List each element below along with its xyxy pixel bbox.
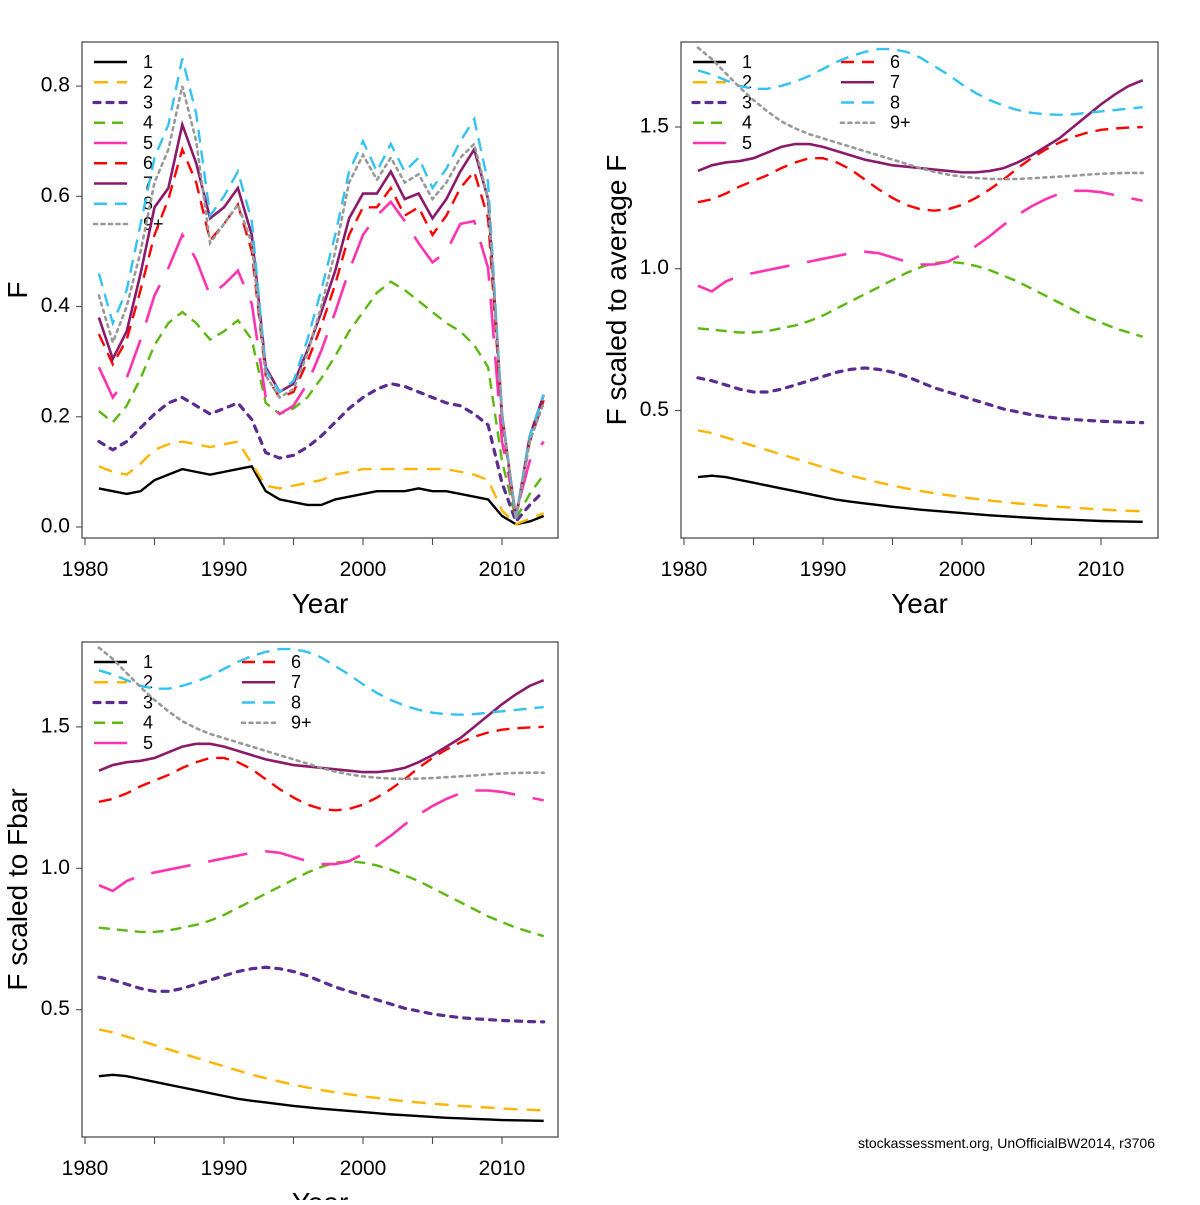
svg-text:2010: 2010 bbox=[479, 558, 526, 581]
svg-text:1980: 1980 bbox=[62, 1157, 109, 1180]
svg-text:1990: 1990 bbox=[800, 558, 847, 581]
svg-text:2000: 2000 bbox=[340, 558, 387, 581]
svg-text:1980: 1980 bbox=[62, 558, 109, 581]
svg-text:1990: 1990 bbox=[201, 558, 248, 581]
svg-text:Year: Year bbox=[891, 588, 948, 619]
svg-text:1.0: 1.0 bbox=[41, 856, 70, 879]
svg-text:9+: 9+ bbox=[890, 113, 911, 133]
svg-text:6: 6 bbox=[143, 153, 153, 173]
svg-text:F scaled to Fbar: F scaled to Fbar bbox=[2, 788, 33, 990]
svg-text:0.2: 0.2 bbox=[41, 404, 70, 427]
svg-text:0.8: 0.8 bbox=[41, 74, 70, 97]
svg-text:3: 3 bbox=[143, 92, 153, 112]
svg-text:Year: Year bbox=[292, 1187, 349, 1200]
svg-text:Year: Year bbox=[292, 588, 349, 619]
svg-text:8: 8 bbox=[890, 92, 900, 112]
svg-text:1980: 1980 bbox=[661, 558, 708, 581]
svg-text:5: 5 bbox=[742, 133, 752, 153]
svg-text:2: 2 bbox=[143, 672, 153, 692]
svg-text:1990: 1990 bbox=[201, 1157, 248, 1180]
svg-text:F scaled to average F: F scaled to average F bbox=[601, 155, 632, 426]
svg-text:1.0: 1.0 bbox=[640, 256, 669, 279]
svg-text:2: 2 bbox=[143, 72, 153, 92]
svg-text:5: 5 bbox=[143, 733, 153, 753]
svg-text:2010: 2010 bbox=[1078, 558, 1125, 581]
svg-text:1.5: 1.5 bbox=[41, 714, 70, 737]
svg-text:1: 1 bbox=[143, 652, 153, 672]
svg-text:0.6: 0.6 bbox=[41, 184, 70, 207]
svg-text:7: 7 bbox=[291, 672, 301, 692]
svg-text:stockassessment.org, UnOfficia: stockassessment.org, UnOfficialBW2014, r… bbox=[858, 1135, 1155, 1151]
svg-text:8: 8 bbox=[291, 692, 301, 712]
svg-text:9+: 9+ bbox=[291, 713, 312, 733]
svg-text:0.0: 0.0 bbox=[41, 515, 70, 538]
svg-text:5: 5 bbox=[143, 133, 153, 153]
svg-text:1: 1 bbox=[143, 52, 153, 72]
svg-text:4: 4 bbox=[143, 113, 153, 133]
svg-text:2: 2 bbox=[742, 72, 752, 92]
svg-text:F: F bbox=[2, 281, 33, 298]
svg-text:1.5: 1.5 bbox=[640, 115, 669, 138]
svg-text:6: 6 bbox=[890, 52, 900, 72]
svg-text:6: 6 bbox=[291, 652, 301, 672]
svg-text:2010: 2010 bbox=[479, 1157, 526, 1180]
svg-text:1: 1 bbox=[742, 52, 752, 72]
svg-text:0.5: 0.5 bbox=[41, 997, 70, 1020]
svg-text:7: 7 bbox=[890, 72, 900, 92]
svg-text:2000: 2000 bbox=[939, 558, 986, 581]
svg-text:0.4: 0.4 bbox=[41, 294, 71, 317]
svg-text:0.5: 0.5 bbox=[640, 398, 669, 421]
svg-text:4: 4 bbox=[742, 113, 752, 133]
svg-text:4: 4 bbox=[143, 713, 153, 733]
svg-text:2000: 2000 bbox=[340, 1157, 387, 1180]
